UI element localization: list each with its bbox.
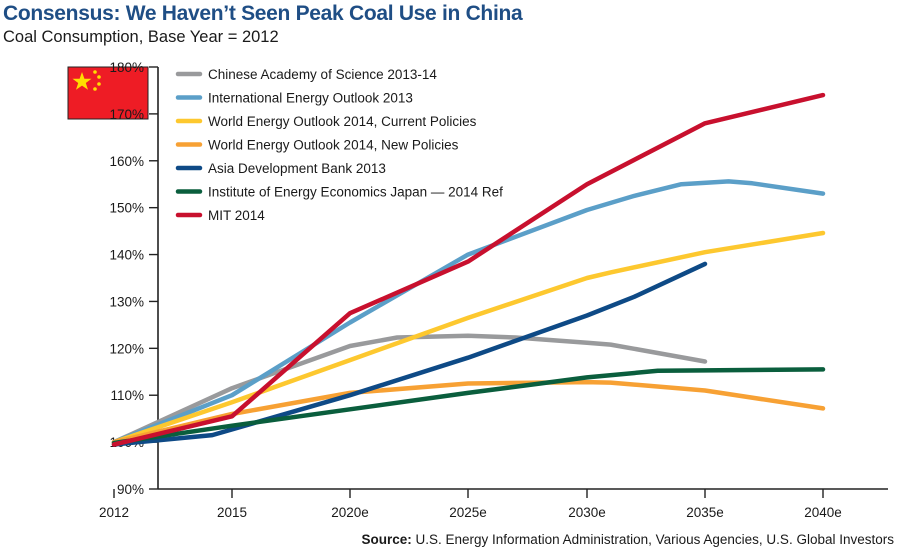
y-tick-label: 170% bbox=[109, 107, 144, 122]
source-text: U.S. Energy Information Administration, … bbox=[411, 532, 894, 547]
legend-label: MIT 2014 bbox=[208, 208, 265, 223]
y-tick-label: 90% bbox=[117, 482, 144, 497]
y-tick-label: 150% bbox=[109, 201, 144, 216]
y-tick-label: 110% bbox=[110, 388, 144, 403]
legend-label: World Energy Outlook 2014, New Policies bbox=[208, 138, 459, 153]
x-tick-label: 2015 bbox=[217, 505, 247, 520]
x-tick-label: 2040e bbox=[804, 505, 842, 520]
y-tick-label: 180% bbox=[109, 60, 144, 75]
series-line-5 bbox=[111, 261, 708, 447]
series-line-2 bbox=[111, 179, 826, 445]
series-line-7 bbox=[111, 92, 826, 447]
source-label: Source: bbox=[361, 532, 412, 547]
legend-label: Institute of Energy Economics Japan — 20… bbox=[208, 185, 503, 200]
legend-item: Institute of Energy Economics Japan — 20… bbox=[175, 185, 503, 200]
series-line-3 bbox=[111, 230, 826, 445]
series-lines bbox=[111, 92, 826, 447]
y-tick-label: 120% bbox=[109, 341, 144, 356]
x-tick-label: 2030e bbox=[568, 505, 606, 520]
x-tick-label: 2020e bbox=[331, 505, 369, 520]
legend-label: Chinese Academy of Science 2013-14 bbox=[208, 67, 437, 82]
axes: 90%100%110%120%130%140%150%160%170%180%2… bbox=[99, 60, 888, 520]
legend-item: Chinese Academy of Science 2013-14 bbox=[175, 67, 437, 82]
legend-item: MIT 2014 bbox=[175, 208, 265, 223]
chart-subtitle: Coal Consumption, Base Year = 2012 bbox=[3, 28, 279, 46]
china-flag-icon bbox=[67, 66, 149, 120]
legend-item: International Energy Outlook 2013 bbox=[175, 91, 413, 106]
x-tick-label: 2035e bbox=[686, 505, 724, 520]
source-note: Source: U.S. Energy Information Administ… bbox=[362, 532, 895, 547]
legend-label: Asia Development Bank 2013 bbox=[208, 161, 386, 176]
flag-big-star bbox=[72, 72, 92, 90]
legend: Chinese Academy of Science 2013-14 Intern… bbox=[175, 67, 503, 223]
series-line-1 bbox=[111, 333, 708, 445]
legend-item: Asia Development Bank 2013 bbox=[175, 161, 386, 176]
legend-item: World Energy Outlook 2014, Current Polic… bbox=[175, 114, 477, 129]
y-tick-label: 130% bbox=[109, 294, 144, 309]
y-tick-label: 160% bbox=[109, 154, 144, 169]
x-tick-label: 2025e bbox=[449, 505, 487, 520]
y-tick-label: 140% bbox=[109, 248, 144, 263]
chart-title: Consensus: We Haven’t Seen Peak Coal Use… bbox=[3, 2, 523, 25]
series-line-4 bbox=[111, 379, 826, 445]
legend-label: International Energy Outlook 2013 bbox=[208, 91, 413, 106]
x-tick-label: 2012 bbox=[99, 505, 129, 520]
series-line-6 bbox=[111, 367, 826, 446]
legend-label: World Energy Outlook 2014, Current Polic… bbox=[208, 114, 477, 129]
legend-item: World Energy Outlook 2014, New Policies bbox=[175, 138, 459, 153]
